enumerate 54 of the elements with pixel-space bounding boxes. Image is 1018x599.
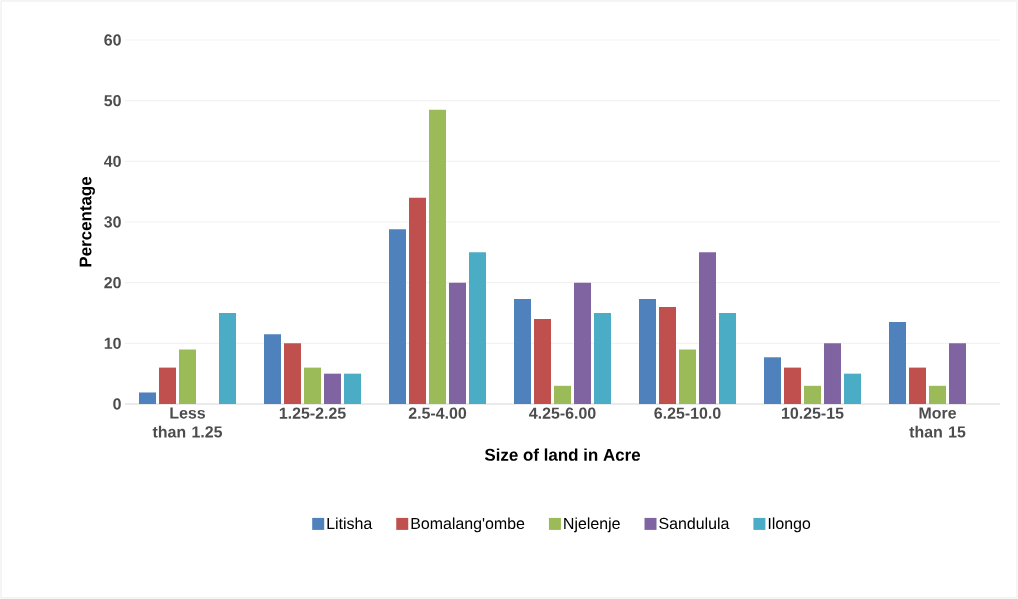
legend-label: Litisha xyxy=(327,517,373,530)
bar xyxy=(469,252,486,404)
bar xyxy=(409,197,426,404)
x-tick-label: Less than 1.25 xyxy=(152,407,223,438)
legend-label: Ilongo xyxy=(768,517,811,533)
bar xyxy=(534,319,551,404)
bar xyxy=(514,299,531,404)
x-tick-label: 1.25-2.25 xyxy=(279,407,346,419)
bar xyxy=(909,367,927,404)
x-tick-label: 2.5-4.00 xyxy=(408,407,467,419)
x-tick-label: 4.25-6.00 xyxy=(529,407,596,419)
bar xyxy=(824,343,842,404)
bar xyxy=(284,343,301,404)
bar xyxy=(304,367,321,404)
bar xyxy=(719,313,737,404)
y-tick-label: 0 xyxy=(113,398,121,410)
y-tick-label: 10 xyxy=(104,337,121,349)
bar xyxy=(784,367,802,404)
bar xyxy=(139,392,156,404)
y-tick-label: 50 xyxy=(104,95,121,107)
bar xyxy=(179,349,196,404)
bar xyxy=(844,373,862,404)
y-tick-label: 60 xyxy=(104,34,121,46)
bar xyxy=(159,367,176,404)
y-axis-title: Percentage xyxy=(79,176,95,267)
bar xyxy=(389,229,406,404)
bar xyxy=(324,373,341,404)
y-tick-label: 30 xyxy=(104,216,121,228)
bar xyxy=(429,109,446,404)
legend-label: Bomalang'ombe xyxy=(411,517,525,533)
bar xyxy=(344,373,361,404)
x-axis-title: Size of land in Acre xyxy=(484,448,641,461)
x-tick-label: More than 15 xyxy=(909,407,966,438)
bar xyxy=(264,334,281,404)
legend-label: Sandulula xyxy=(659,517,730,530)
bar xyxy=(764,357,782,404)
x-tick-label: 6.25-10.0 xyxy=(654,407,721,419)
y-tick-label: 20 xyxy=(104,277,121,289)
bar xyxy=(659,306,677,404)
bar xyxy=(639,299,657,404)
bar xyxy=(929,385,947,404)
bar xyxy=(889,322,907,404)
y-tick-label: 40 xyxy=(103,155,121,167)
bar xyxy=(679,349,697,404)
bar xyxy=(699,252,717,404)
bar xyxy=(554,385,571,404)
bar xyxy=(449,282,466,404)
x-tick-label: 10.25-15 xyxy=(782,407,844,419)
bar xyxy=(804,385,822,404)
bar xyxy=(574,282,592,404)
bar xyxy=(594,313,612,404)
bar xyxy=(219,313,236,404)
legend-label: Njelenje xyxy=(564,517,620,533)
bar xyxy=(949,343,967,404)
